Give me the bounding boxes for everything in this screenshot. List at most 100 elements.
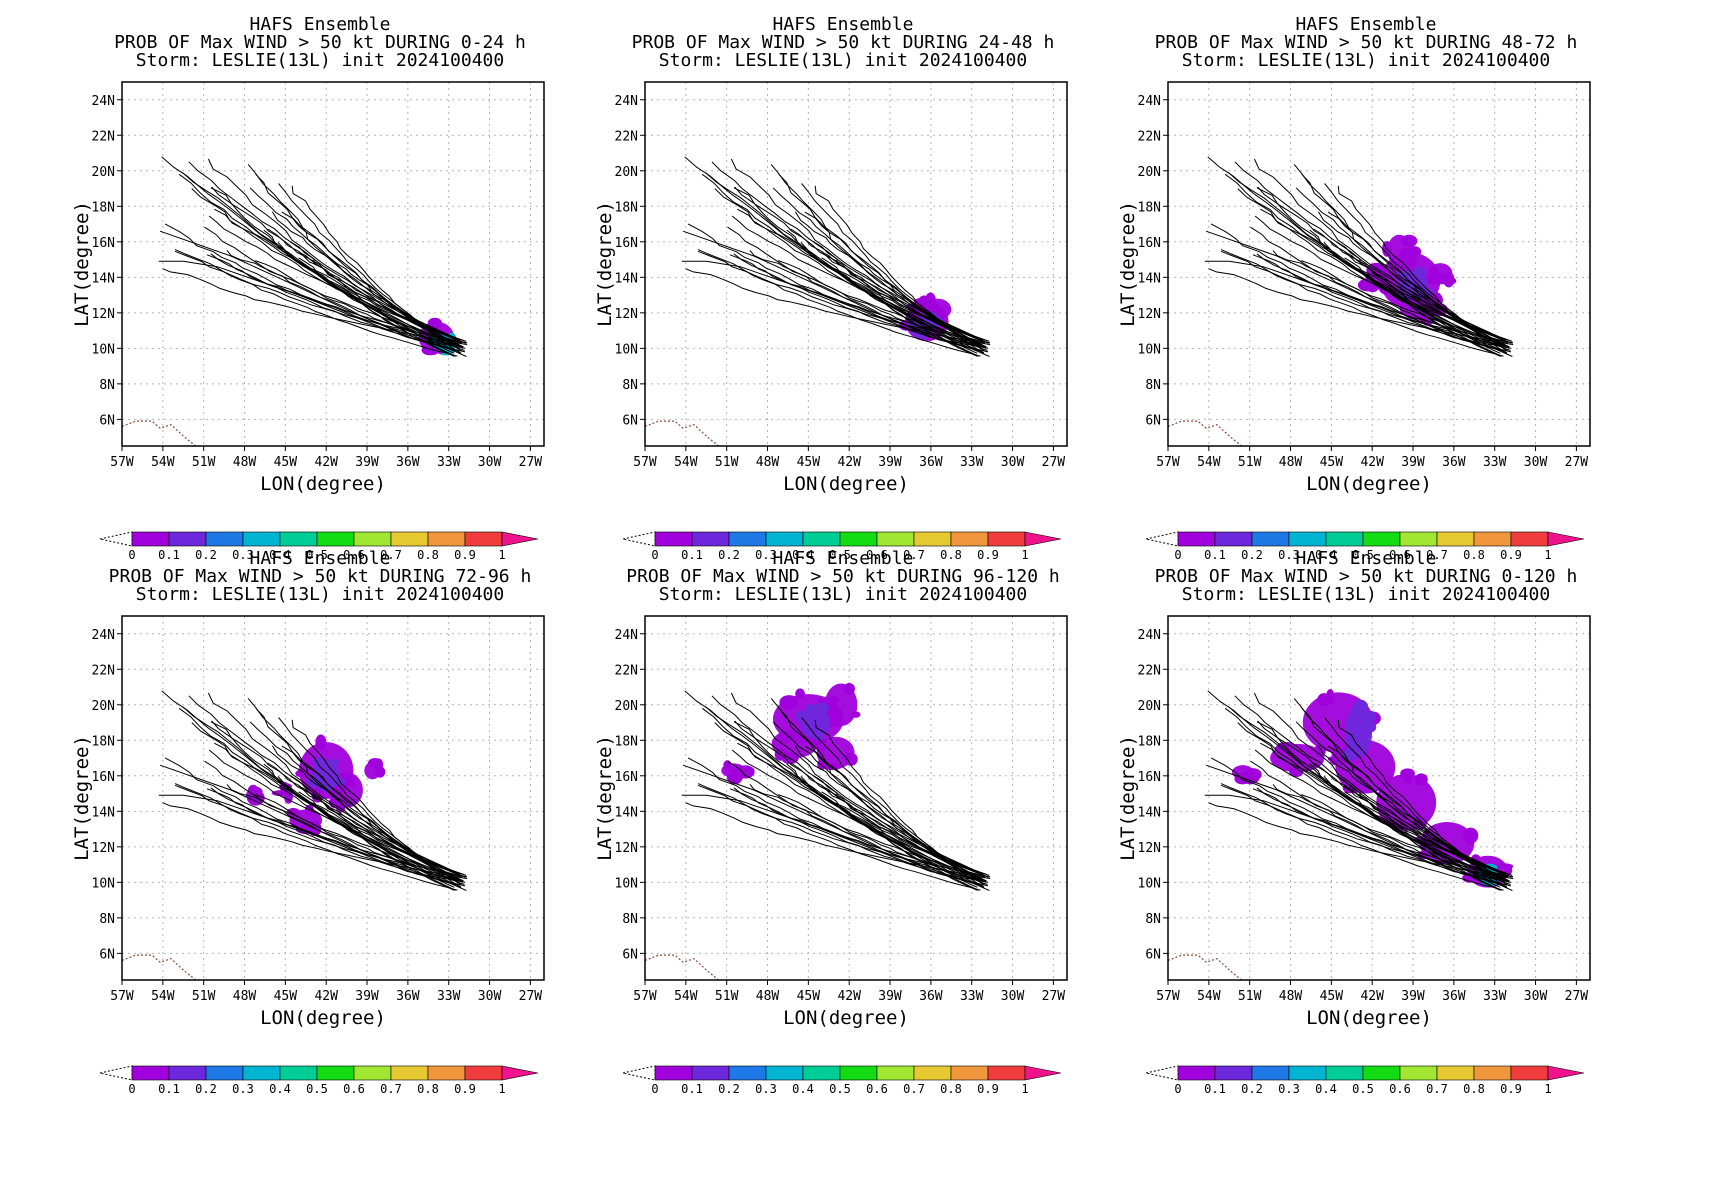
- x-tick-label: 36W: [919, 989, 943, 1004]
- x-tick-label: 45W: [797, 455, 821, 470]
- colorbar-tick-label: 0.5: [306, 1082, 328, 1096]
- y-tick-label: 18N: [615, 734, 638, 749]
- colorbar-tick-label: 0.7: [380, 1082, 402, 1096]
- x-tick-label: 57W: [633, 455, 657, 470]
- x-tick-label: 27W: [1042, 455, 1066, 470]
- colorbar-bin: [132, 1066, 169, 1080]
- colorbar-under-triangle: [1146, 1066, 1178, 1080]
- panel-title-line3: Storm: LESLIE(13L) init 2024100400: [136, 584, 504, 605]
- y-tick-label: 20N: [615, 165, 638, 180]
- colorbar-bin: [1178, 532, 1215, 546]
- colorbar-tick-label: 0.8: [1463, 1082, 1485, 1096]
- colorbar-bin: [1363, 532, 1400, 546]
- y-tick-label: 12N: [615, 307, 638, 322]
- y-tick-label: 8N: [1145, 378, 1161, 393]
- y-tick-label: 6N: [622, 947, 638, 962]
- x-tick-label: 45W: [1320, 989, 1344, 1004]
- y-tick-label: 10N: [1138, 876, 1161, 891]
- colorbar-bin: [1289, 1066, 1326, 1080]
- y-tick-label: 6N: [99, 413, 115, 428]
- plot-area: [1168, 616, 1590, 980]
- y-axis-label: LAT(degree): [71, 735, 93, 861]
- x-tick-label: 33W: [437, 989, 461, 1004]
- x-tick-label: 57W: [1156, 989, 1180, 1004]
- colorbar-tick-label: 0.8: [940, 1082, 962, 1096]
- y-tick-label: 24N: [615, 628, 638, 643]
- colorbar-bin: [1252, 532, 1289, 546]
- colorbar-bin: [1326, 1066, 1363, 1080]
- y-tick-label: 12N: [1138, 307, 1161, 322]
- colorbar-under-triangle: [100, 532, 132, 546]
- y-axis-label: LAT(degree): [1117, 735, 1139, 861]
- x-tick-label: 36W: [396, 989, 420, 1004]
- x-tick-label: 39W: [878, 989, 902, 1004]
- y-tick-label: 8N: [1145, 912, 1161, 927]
- colorbar-bin: [206, 1066, 243, 1080]
- colorbar-tick-label: 1: [1544, 1082, 1551, 1096]
- panel-title-line3: Storm: LESLIE(13L) init 2024100400: [1182, 584, 1550, 605]
- colorbar-tick-label: 0.9: [1500, 1082, 1522, 1096]
- colorbar-over-triangle: [502, 1066, 538, 1080]
- colorbar-tick-label: 1: [498, 548, 505, 562]
- y-tick-label: 12N: [92, 307, 115, 322]
- probability-speckle: [925, 292, 936, 308]
- y-tick-label: 6N: [622, 413, 638, 428]
- colorbar-bin: [206, 532, 243, 546]
- panel-title-line3: Storm: LESLIE(13L) init 2024100400: [659, 50, 1027, 71]
- colorbar-bin: [1326, 532, 1363, 546]
- y-tick-label: 16N: [1138, 236, 1161, 251]
- x-tick-label: 39W: [878, 455, 902, 470]
- plot-area: [645, 616, 1067, 980]
- colorbar-bin: [354, 532, 391, 546]
- colorbar-tick-label: 0.3: [232, 1082, 254, 1096]
- colorbar-tick-label: 0: [1174, 548, 1181, 562]
- colorbar-bin: [354, 1066, 391, 1080]
- plot-background: [122, 82, 544, 446]
- probability-speckle: [1404, 769, 1413, 783]
- x-tick-label: 57W: [1156, 455, 1180, 470]
- colorbar-tick-label: 0.4: [269, 1082, 291, 1096]
- plot-background: [645, 82, 1067, 446]
- colorbar-bin: [1215, 1066, 1252, 1080]
- y-tick-label: 24N: [1138, 94, 1161, 109]
- y-tick-label: 10N: [1138, 342, 1161, 357]
- y-tick-label: 18N: [1138, 734, 1161, 749]
- y-tick-label: 22N: [1138, 663, 1161, 678]
- colorbar-bin: [465, 532, 502, 546]
- x-tick-label: 45W: [1320, 455, 1344, 470]
- colorbar-bin: [1474, 1066, 1511, 1080]
- colorbar-tick-label: 0.4: [792, 1082, 814, 1096]
- y-tick-label: 10N: [92, 342, 115, 357]
- colorbar-under-triangle: [100, 1066, 132, 1080]
- y-tick-label: 6N: [1145, 947, 1161, 962]
- x-tick-label: 33W: [1483, 989, 1507, 1004]
- y-axis-label: LAT(degree): [71, 201, 93, 327]
- colorbar-bin: [1289, 532, 1326, 546]
- colorbar-bin: [803, 1066, 840, 1080]
- x-tick-label: 57W: [110, 455, 134, 470]
- colorbar-bin: [1252, 1066, 1289, 1080]
- x-tick-label: 36W: [1442, 455, 1466, 470]
- colorbar-tick-label: 1: [1021, 1082, 1028, 1096]
- colorbar-tick-label: 0.1: [158, 1082, 180, 1096]
- colorbar-bin: [655, 1066, 692, 1080]
- y-tick-label: 24N: [615, 94, 638, 109]
- y-tick-label: 22N: [92, 663, 115, 678]
- map-panel-6: HAFS EnsemblePROB OF Max WIND > 50 kt DU…: [1117, 548, 1590, 1096]
- x-tick-label: 42W: [314, 455, 338, 470]
- colorbar-bin: [243, 532, 280, 546]
- x-tick-label: 54W: [674, 989, 698, 1004]
- y-tick-label: 20N: [1138, 699, 1161, 714]
- probability-speckle: [795, 710, 807, 722]
- y-tick-label: 16N: [615, 770, 638, 785]
- colorbar-bin: [280, 532, 317, 546]
- colorbar-tick-label: 0.9: [1500, 548, 1522, 562]
- x-tick-label: 27W: [519, 455, 543, 470]
- x-tick-label: 33W: [960, 989, 984, 1004]
- colorbar-bin: [1511, 1066, 1548, 1080]
- probability-speckle: [736, 765, 755, 778]
- y-tick-label: 14N: [615, 805, 638, 820]
- x-tick-label: 57W: [633, 989, 657, 1004]
- panel-title-line3: Storm: LESLIE(13L) init 2024100400: [1182, 50, 1550, 71]
- y-tick-label: 12N: [92, 841, 115, 856]
